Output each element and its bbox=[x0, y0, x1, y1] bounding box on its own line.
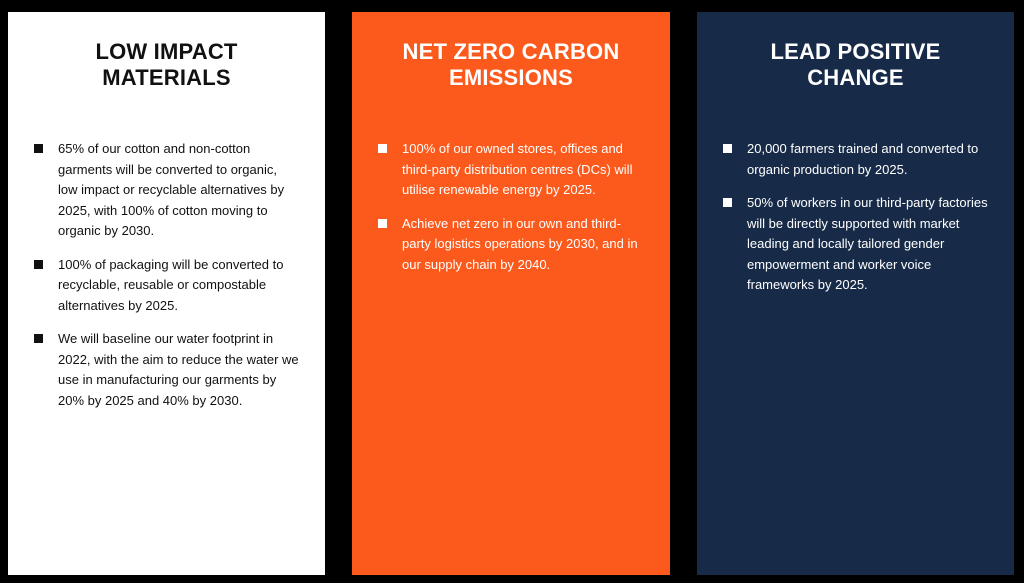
list-item-text: We will baseline our water footprint in … bbox=[58, 331, 299, 408]
square-bullet-icon bbox=[723, 198, 732, 207]
list-item: 100% of packaging will be converted to r… bbox=[34, 255, 299, 317]
list-item-text: 100% of our owned stores, offices and th… bbox=[402, 141, 633, 197]
bullet-list: 20,000 farmers trained and converted to … bbox=[723, 139, 992, 309]
panel-lead-positive-change: LEAD POSITIVE CHANGE 20,000 farmers trai… bbox=[697, 12, 1014, 575]
square-bullet-icon bbox=[34, 334, 43, 343]
bullet-list: 100% of our owned stores, offices and th… bbox=[378, 139, 648, 288]
square-bullet-icon bbox=[34, 259, 43, 269]
panel-title: NET ZERO CARBON EMISSIONS bbox=[402, 39, 620, 90]
list-item-text: 100% of packaging will be converted to r… bbox=[58, 256, 284, 313]
list-item: 100% of our owned stores, offices and th… bbox=[378, 139, 648, 201]
list-item: 65% of our cotton and non-cotton garment… bbox=[34, 139, 299, 242]
bullet-list: 65% of our cotton and non-cotton garment… bbox=[34, 139, 299, 424]
list-item: 50% of workers in our third-party factor… bbox=[723, 193, 992, 296]
list-item-text: 50% of workers in our third-party factor… bbox=[747, 195, 988, 292]
list-item-text: Achieve net zero in our own and third-pa… bbox=[402, 215, 638, 272]
list-item-text: 65% of our cotton and non-cotton garment… bbox=[58, 141, 285, 238]
square-bullet-icon bbox=[378, 218, 387, 228]
list-item-text: 20,000 farmers trained and converted to … bbox=[747, 141, 979, 177]
list-item: We will baseline our water footprint in … bbox=[34, 329, 299, 411]
list-item: Achieve net zero in our own and third-pa… bbox=[378, 214, 648, 276]
panel-title: LOW IMPACT MATERIALS bbox=[95, 39, 238, 90]
square-bullet-icon bbox=[723, 144, 732, 153]
square-bullet-icon bbox=[34, 144, 43, 153]
panel-net-zero-carbon-emissions: NET ZERO CARBON EMISSIONS 100% of our ow… bbox=[352, 12, 670, 575]
panel-title: LEAD POSITIVE CHANGE bbox=[770, 39, 941, 90]
list-item: 20,000 farmers trained and converted to … bbox=[723, 139, 992, 180]
panel-low-impact-materials: LOW IMPACT MATERIALS 65% of our cotton a… bbox=[8, 12, 325, 575]
square-bullet-icon bbox=[378, 144, 387, 153]
